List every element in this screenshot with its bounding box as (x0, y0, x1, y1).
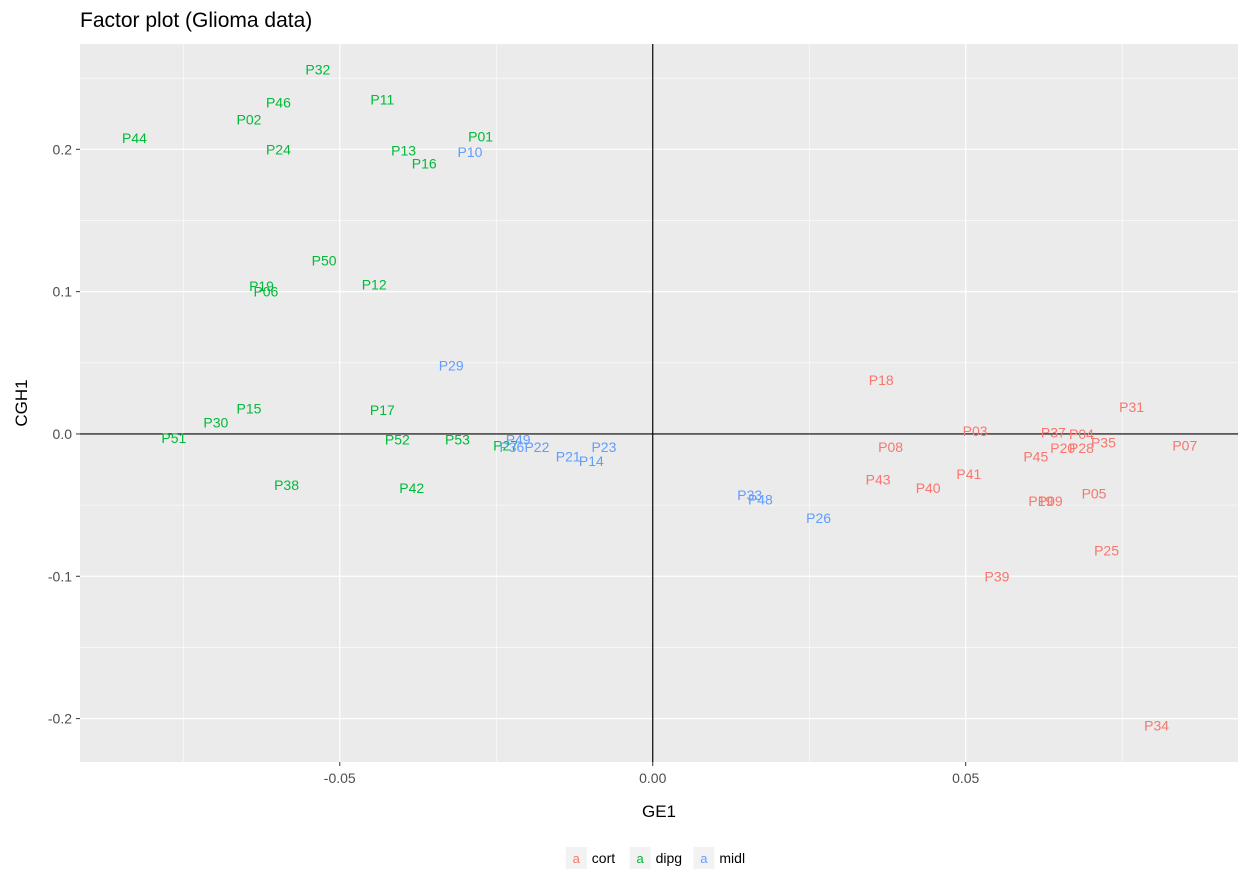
point-label-cort: P40 (916, 480, 941, 496)
point-label-cort: P09 (1038, 493, 1063, 509)
point-label-dipg: P42 (399, 480, 424, 496)
point-label-dipg: P46 (266, 94, 291, 110)
point-label-cort: P39 (985, 568, 1010, 584)
point-label-midl: P49 (506, 432, 531, 448)
point-label-cort: P07 (1172, 437, 1197, 453)
axes: -0.05 0.00 0.05 -0.2 -0.1 0.0 0.1 0.2 (48, 141, 980, 786)
reference-lines (80, 44, 1238, 762)
y-tick-label: 0.1 (53, 284, 73, 300)
point-label-cort: P04 (1069, 426, 1094, 442)
point-label-midl: P22 (524, 439, 549, 455)
point-label-dipg: P02 (237, 111, 262, 127)
legend-key-glyph: a (636, 851, 644, 866)
legend-label-dipg: dipg (656, 850, 682, 866)
legend: a cort a dipg a midl (565, 847, 745, 869)
point-label-midl: P29 (439, 358, 464, 374)
point-label-midl: P14 (579, 453, 604, 469)
legend-label-cort: cort (592, 850, 615, 866)
point-label-midl: P48 (748, 491, 773, 507)
y-tick-label: 0.0 (53, 426, 73, 442)
point-label-dipg: P50 (312, 252, 337, 268)
point-label-cort: P41 (956, 466, 981, 482)
point-label-cort: P03 (963, 423, 988, 439)
legend-key-glyph: a (573, 851, 581, 866)
point-label-midl: P10 (458, 144, 483, 160)
point-label-dipg: P24 (266, 141, 291, 157)
x-tick-label: 0.00 (639, 770, 666, 786)
point-label-midl: P33 (737, 487, 762, 503)
y-axis-title: CGH1 (12, 379, 31, 426)
point-label-dipg: P17 (370, 402, 395, 418)
point-label-midl: P26 (806, 510, 831, 526)
point-label-dipg: P38 (274, 477, 299, 493)
y-tick-label: -0.1 (48, 568, 72, 584)
point-label-dipg: P27 (493, 437, 518, 453)
point-label-dipg: P06 (253, 284, 278, 300)
point-label-cort: P43 (866, 471, 891, 487)
y-tick-label: 0.2 (53, 141, 73, 157)
legend-label-midl: midl (719, 850, 745, 866)
chart-title: Factor plot (Glioma data) (80, 9, 312, 32)
point-label-midl: P36 (499, 439, 524, 455)
legend-key-dipg (629, 847, 651, 869)
point-label-dipg: P16 (412, 156, 437, 172)
point-label-dipg: P52 (385, 432, 410, 448)
point-label-cort: P35 (1091, 434, 1116, 450)
x-tick-label: 0.05 (952, 770, 979, 786)
legend-key-glyph: a (700, 851, 708, 866)
point-label-dipg: P53 (445, 432, 470, 448)
point-label-dipg: P01 (468, 129, 493, 145)
point-label-cort: P08 (878, 439, 903, 455)
x-tick-label: -0.05 (324, 770, 356, 786)
point-label-midl: P23 (591, 439, 616, 455)
point-label-cort: P31 (1119, 399, 1144, 415)
point-label-cort: P18 (869, 372, 894, 388)
point-label-dipg: P44 (122, 130, 147, 146)
point-label-dipg: P32 (305, 62, 330, 78)
point-label-midl: P21 (556, 449, 581, 465)
point-label-cort: P25 (1094, 543, 1119, 559)
plot-panel (80, 44, 1238, 762)
point-label-cort: P05 (1082, 486, 1107, 502)
point-label-cort: P20 (1050, 440, 1075, 456)
point-label-dipg: P15 (237, 400, 262, 416)
point-label-dipg: P13 (391, 143, 416, 159)
point-label-dipg: P12 (362, 277, 387, 293)
point-label-cort: P28 (1069, 440, 1094, 456)
y-tick-label: -0.2 (48, 711, 72, 727)
point-label-dipg: P30 (203, 415, 228, 431)
point-label-cort: P34 (1144, 718, 1169, 734)
point-label-cort: P19 (1028, 493, 1053, 509)
legend-key-cort (565, 847, 587, 869)
x-axis-title: GE1 (642, 802, 676, 821)
point-label-dipg: P19 (249, 278, 274, 294)
point-label-dipg: P51 (161, 430, 186, 446)
point-label-cort: P45 (1023, 449, 1048, 465)
point-label-dipg: P11 (370, 92, 394, 108)
legend-key-midl (693, 847, 715, 869)
point-label-cort: P37 (1041, 425, 1066, 441)
